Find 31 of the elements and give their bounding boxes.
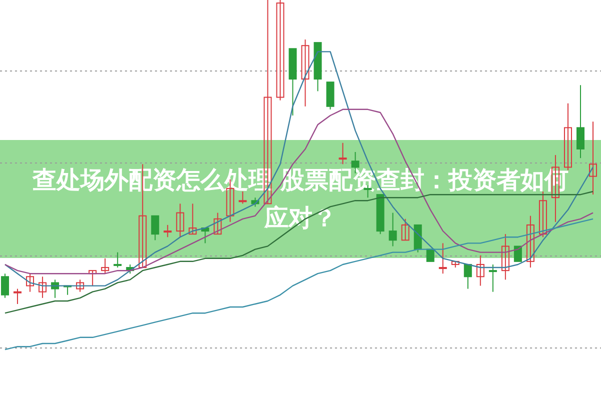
- candlestick: [88, 270, 97, 286]
- candlestick: [114, 252, 122, 268]
- candlestick: [1, 273, 9, 298]
- candlestick: [151, 215, 160, 241]
- candlestick: [276, 0, 284, 101]
- candlestick: [401, 218, 410, 241]
- candlestick: [589, 121, 597, 196]
- candlestick: [438, 242, 447, 274]
- candlestick: [238, 191, 247, 204]
- candlestick: [164, 224, 172, 238]
- candlestick: [488, 264, 497, 292]
- candlestick: [388, 212, 397, 247]
- candlestick: [26, 273, 34, 292]
- candlestick: [214, 212, 222, 235]
- candlestick: [514, 246, 522, 262]
- candlestick: [338, 142, 347, 165]
- candlestick: [188, 203, 197, 235]
- candlestick: [476, 254, 484, 286]
- candlestick: [301, 39, 310, 107]
- candlestick: [576, 84, 584, 159]
- candlestick: [64, 285, 72, 296]
- candlestick: [464, 264, 472, 290]
- candlestick: [501, 234, 510, 280]
- candlestick: [38, 276, 47, 298]
- candlestick: [526, 215, 534, 268]
- candlestick: [176, 203, 184, 238]
- candlestick: [538, 191, 547, 238]
- candlestick: [14, 288, 22, 304]
- candlestick: [76, 279, 84, 292]
- candlestick: [426, 248, 434, 262]
- candlestick: [101, 258, 110, 274]
